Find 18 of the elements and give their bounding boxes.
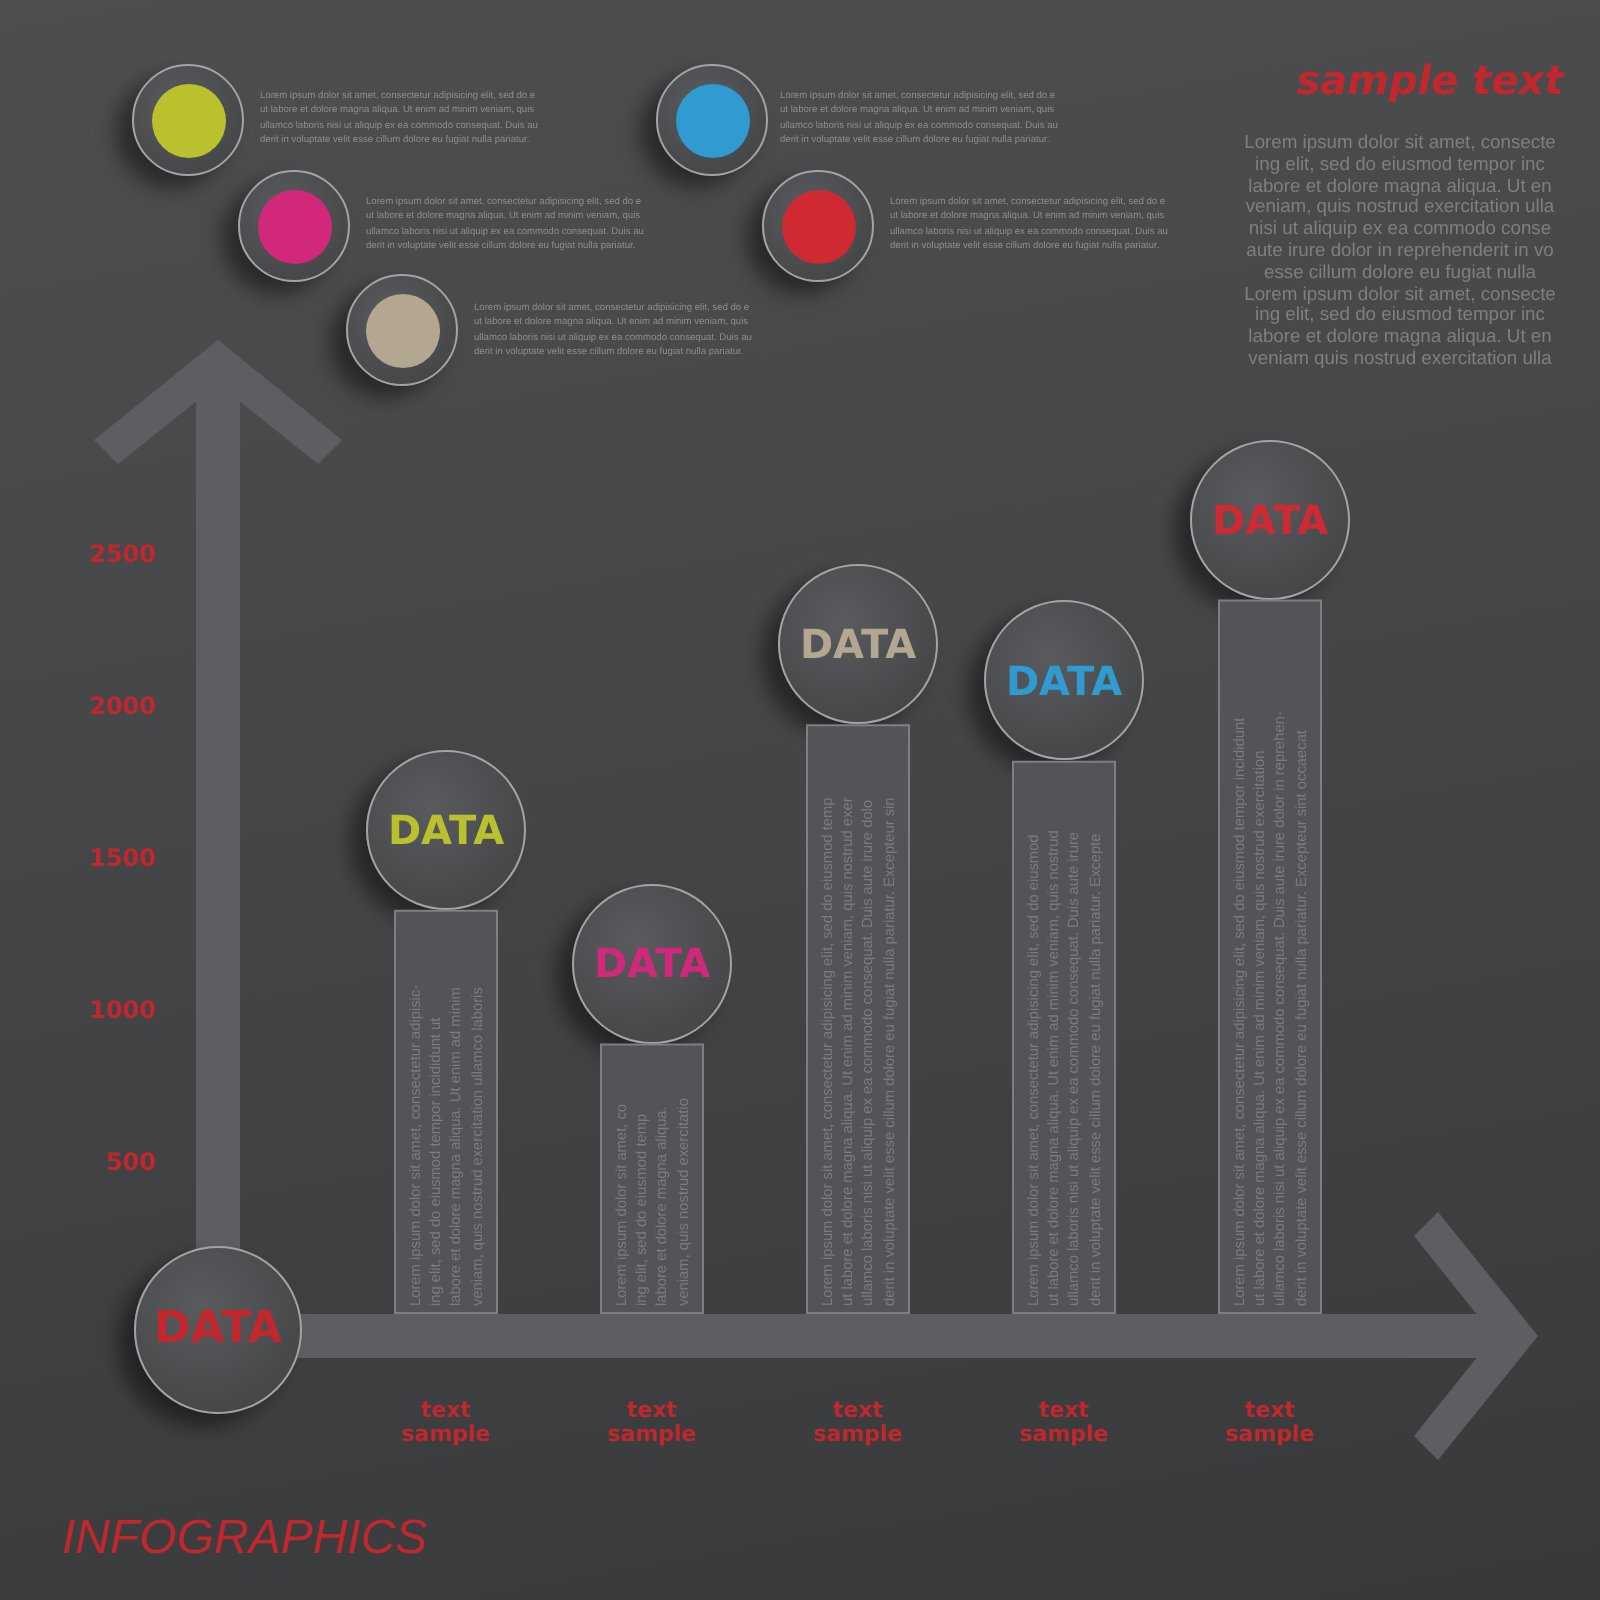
x-tick-label: text sample	[607, 1397, 697, 1447]
data-label: DATA	[593, 939, 712, 988]
x-tick-label: text sample	[1225, 1397, 1315, 1447]
y-tick-label: 1000	[89, 996, 156, 1024]
text: INFOGRAPHICS	[62, 1511, 428, 1565]
x-tick-label: text sample	[813, 1397, 903, 1447]
y-tick-label: 1500	[89, 844, 156, 872]
x-tick-label: text sample	[401, 1397, 491, 1447]
y-tick-label: 2000	[89, 692, 156, 720]
data-label: DATA	[1005, 656, 1124, 705]
data-label: DATA	[799, 620, 918, 669]
x-tick-label: text sample	[1019, 1397, 1109, 1447]
data-label: DATA	[387, 805, 506, 854]
data-label: DATA	[1211, 495, 1330, 544]
y-tick-label: 2500	[89, 540, 156, 568]
y-tick-label: 500	[105, 1148, 156, 1176]
text: DATA	[154, 1304, 282, 1356]
text: sample text	[1296, 56, 1564, 104]
